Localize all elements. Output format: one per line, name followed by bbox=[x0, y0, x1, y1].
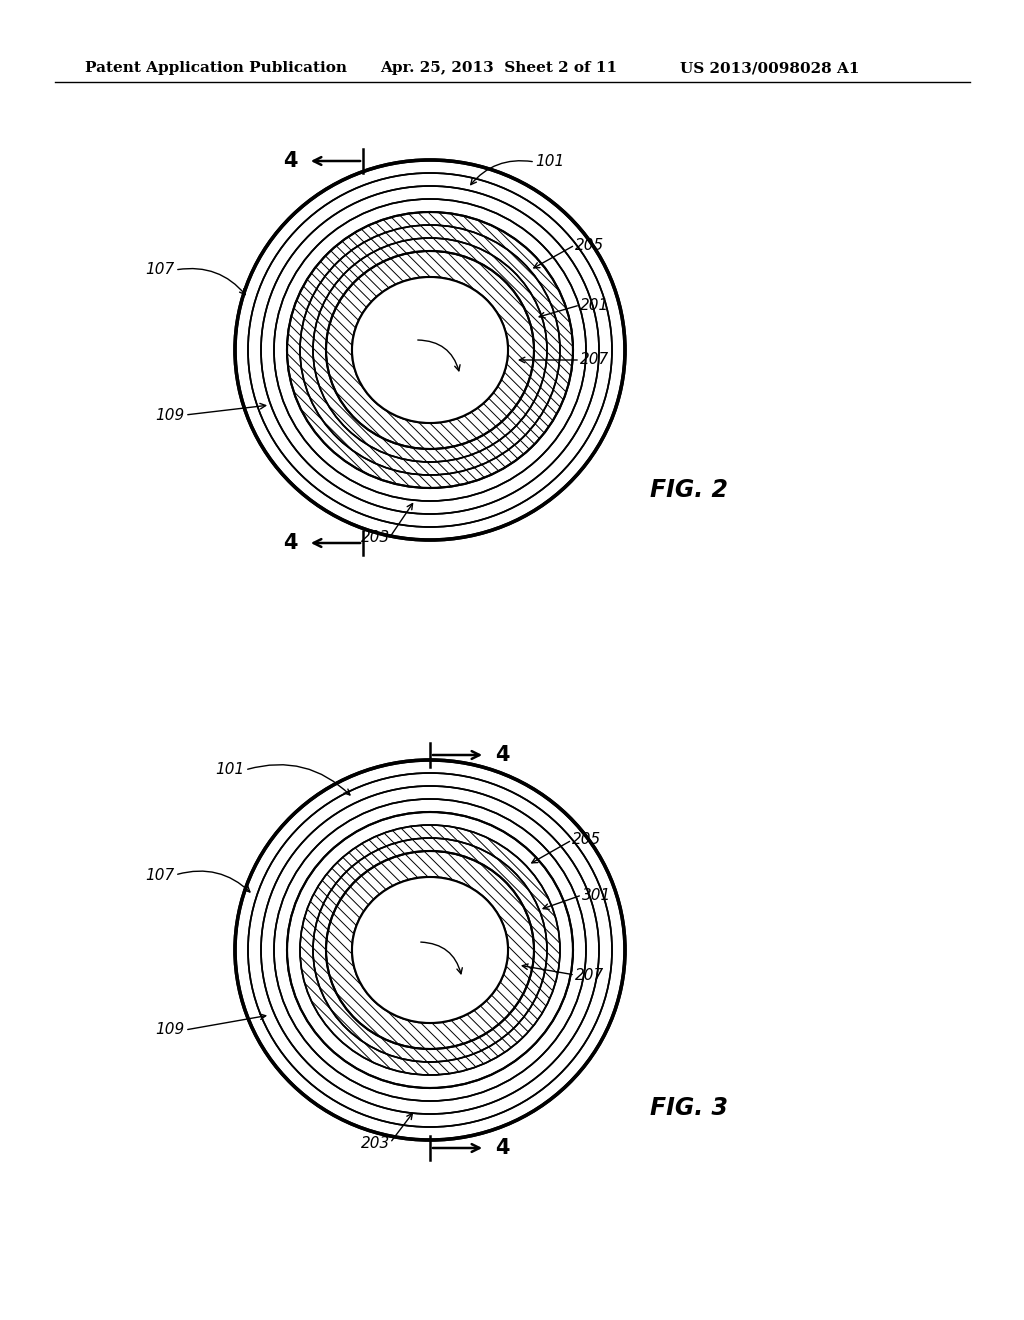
Text: 4: 4 bbox=[284, 150, 298, 172]
Text: 205: 205 bbox=[572, 833, 601, 847]
Text: 203: 203 bbox=[360, 1135, 390, 1151]
Text: 207: 207 bbox=[575, 968, 604, 982]
Text: 4: 4 bbox=[495, 1138, 510, 1158]
Text: 107: 107 bbox=[145, 263, 175, 277]
Text: 4: 4 bbox=[495, 744, 510, 766]
Text: 109: 109 bbox=[156, 1023, 185, 1038]
Text: 301: 301 bbox=[582, 887, 611, 903]
Text: US 2013/0098028 A1: US 2013/0098028 A1 bbox=[680, 61, 859, 75]
Text: Apr. 25, 2013  Sheet 2 of 11: Apr. 25, 2013 Sheet 2 of 11 bbox=[380, 61, 617, 75]
Text: 201: 201 bbox=[580, 297, 609, 313]
Text: 205: 205 bbox=[575, 238, 604, 252]
Ellipse shape bbox=[352, 876, 508, 1023]
Text: FIG. 3: FIG. 3 bbox=[650, 1096, 728, 1119]
Text: 203: 203 bbox=[360, 529, 390, 544]
Text: 107: 107 bbox=[145, 867, 175, 883]
Text: Patent Application Publication: Patent Application Publication bbox=[85, 61, 347, 75]
Ellipse shape bbox=[352, 277, 508, 422]
Text: FIG. 2: FIG. 2 bbox=[650, 478, 728, 502]
Text: 4: 4 bbox=[284, 533, 298, 553]
Ellipse shape bbox=[234, 760, 625, 1140]
Text: 101: 101 bbox=[535, 154, 564, 169]
Ellipse shape bbox=[234, 160, 625, 540]
Text: 109: 109 bbox=[156, 408, 185, 422]
Text: 101: 101 bbox=[216, 763, 245, 777]
Text: 207: 207 bbox=[580, 352, 609, 367]
